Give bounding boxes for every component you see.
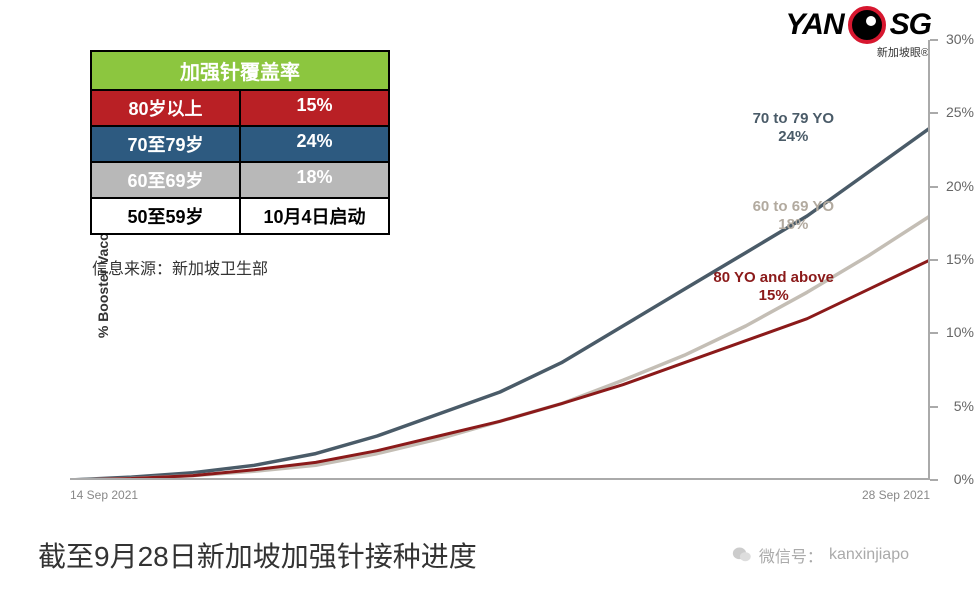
watermark-label: 微信号： (759, 543, 823, 567)
ytick-label: 30% (946, 31, 974, 47)
x-axis (70, 478, 930, 480)
ytick-mark (930, 259, 938, 261)
series-label: 80 YO and above15% (713, 269, 834, 305)
table-cell: 80岁以上 (92, 91, 241, 125)
page-title: 截至9月28日新加坡加强针接种进度 (38, 535, 477, 575)
wechat-watermark: 微信号： kanxinjiapo (731, 543, 909, 567)
table-cell: 70至79岁 (92, 127, 241, 161)
ytick-label: 10% (946, 324, 974, 340)
table-cell: 18% (241, 163, 388, 197)
ytick-label: 0% (954, 471, 974, 487)
table-cell: 15% (241, 91, 388, 125)
series-label: 70 to 79 YO24% (753, 110, 834, 146)
series-label: 60 to 69 YO18% (753, 198, 834, 234)
wechat-icon (731, 545, 753, 565)
table-cell: 50至59岁 (92, 199, 241, 233)
ytick-mark (930, 112, 938, 114)
ytick-mark (930, 39, 938, 41)
ytick-label: 20% (946, 178, 974, 194)
x-start-date: 14 Sep 2021 (70, 488, 138, 502)
x-end-date: 28 Sep 2021 (862, 488, 930, 502)
table-row: 50至59岁10月4日启动 (92, 197, 388, 233)
table-row: 80岁以上15% (92, 89, 388, 125)
table-cell: 60至69岁 (92, 163, 241, 197)
source-note: 信息来源：新加坡卫生部 (92, 255, 268, 279)
watermark-id: kanxinjiapo (829, 546, 909, 564)
ytick-label: 5% (954, 398, 974, 414)
table-row: 70至79岁24% (92, 125, 388, 161)
coverage-table: 加强针覆盖率 80岁以上15%70至79岁24%60至69岁18%50至59岁1… (90, 50, 390, 235)
ytick-label: 15% (946, 251, 974, 267)
ytick-label: 25% (946, 104, 974, 120)
ytick-mark (930, 406, 938, 408)
table-cell: 10月4日启动 (241, 199, 388, 233)
table-cell: 24% (241, 127, 388, 161)
table-header: 加强针覆盖率 (92, 52, 388, 89)
table-row: 60至69岁18% (92, 161, 388, 197)
ytick-mark (930, 332, 938, 334)
ytick-mark (930, 479, 938, 481)
ytick-mark (930, 186, 938, 188)
